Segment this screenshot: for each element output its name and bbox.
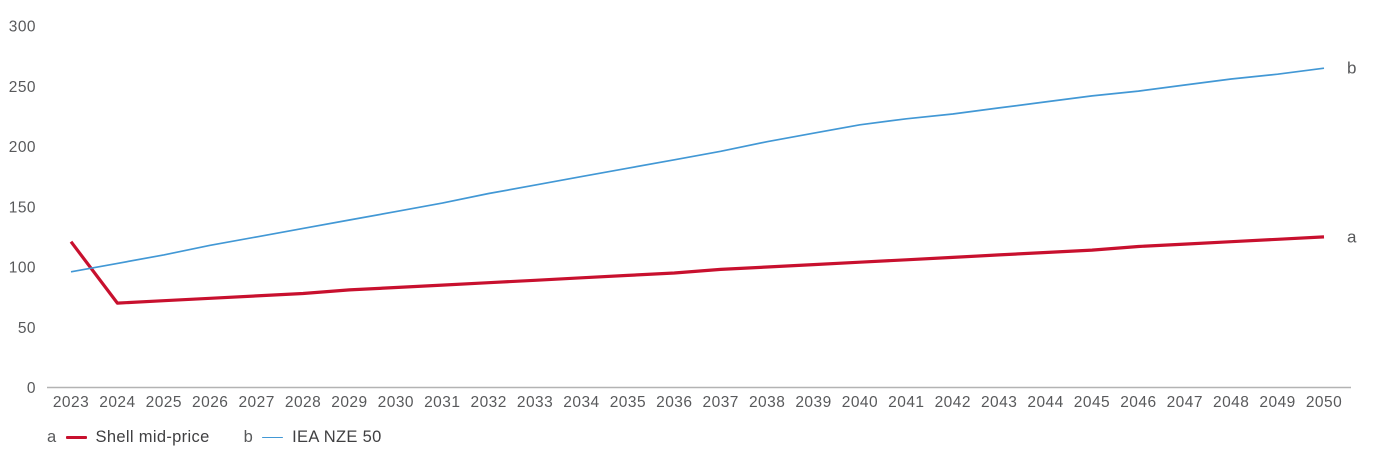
legend-item-a: a Shell mid-price <box>47 428 210 447</box>
x-tick-label-2027: 2027 <box>238 394 274 411</box>
x-tick-label-2030: 2030 <box>378 394 414 411</box>
y-tick-label: 200 <box>9 139 36 156</box>
y-tick-label: 300 <box>9 19 36 36</box>
x-tick-label-2044: 2044 <box>1027 394 1063 411</box>
x-tick-label-2028: 2028 <box>285 394 321 411</box>
legend-line-swatch-a <box>65 435 87 440</box>
series-line-b <box>70 67 1325 273</box>
legend-series-label: IEA NZE 50 <box>292 428 382 446</box>
x-tick-label-2025: 2025 <box>146 394 182 411</box>
legend-line-swatch-b <box>262 436 284 439</box>
x-tick-label-2026: 2026 <box>192 394 228 411</box>
y-tick-label: 250 <box>9 79 36 96</box>
x-tick-label-2036: 2036 <box>656 394 692 411</box>
x-tick-label-2049: 2049 <box>1259 394 1295 411</box>
x-tick-label-2037: 2037 <box>703 394 739 411</box>
legend-key-label: a <box>47 428 57 446</box>
x-tick-label-2050: 2050 <box>1306 394 1342 411</box>
x-tick-label-2023: 2023 <box>53 394 89 411</box>
x-tick-label-2048: 2048 <box>1213 394 1249 411</box>
x-tick-label-2046: 2046 <box>1120 394 1156 411</box>
series-line-a <box>69 235 1325 305</box>
x-tick-label-2031: 2031 <box>424 394 460 411</box>
x-tick-label-2034: 2034 <box>563 394 599 411</box>
x-tick-label-2040: 2040 <box>842 394 878 411</box>
x-tick-label-2024: 2024 <box>99 394 135 411</box>
x-tick-label-2035: 2035 <box>610 394 646 411</box>
x-tick-label-2043: 2043 <box>981 394 1017 411</box>
x-tick-label-2032: 2032 <box>470 394 506 411</box>
series-end-label-a: a <box>1347 227 1357 246</box>
x-tick-label-2045: 2045 <box>1074 394 1110 411</box>
y-tick-label: 0 <box>27 380 36 397</box>
y-tick-label: 100 <box>9 260 36 277</box>
x-tick-label-2033: 2033 <box>517 394 553 411</box>
x-tick-label-2039: 2039 <box>795 394 831 411</box>
y-tick-label: 50 <box>18 320 36 337</box>
x-tick-label-2047: 2047 <box>1167 394 1203 411</box>
legend-item-b: b IEA NZE 50 <box>244 428 382 447</box>
chart-legend: a Shell mid-price b IEA NZE 50 <box>47 428 382 447</box>
x-tick-label-2042: 2042 <box>935 394 971 411</box>
series-end-label-b: b <box>1347 59 1356 78</box>
legend-key-label: b <box>243 428 254 446</box>
legend-series-label: Shell mid-price <box>95 428 210 446</box>
x-tick-label-2041: 2041 <box>888 394 924 411</box>
x-tick-label-2029: 2029 <box>331 394 367 411</box>
x-tick-label-2038: 2038 <box>749 394 785 411</box>
y-tick-label: 150 <box>9 199 36 216</box>
